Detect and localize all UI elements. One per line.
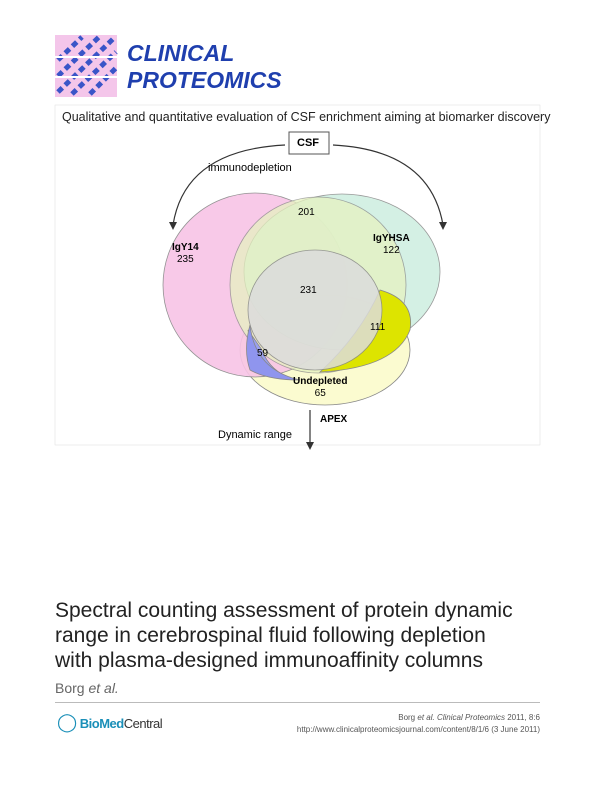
journal-line: CLINICAL [127,40,235,66]
apex-label: APEX [320,414,348,425]
title-line: Spectral counting assessment of protein … [55,599,513,622]
citation-author: Borg [398,713,416,722]
region-label: IgYHSA [373,233,410,244]
region-count: 231 [300,285,317,296]
venn-region: 111 [370,322,385,334]
rule [55,702,540,703]
venn-region: IgY14 235 [172,242,199,266]
region-count: 235 [177,254,194,265]
csf-box [288,131,330,155]
author: Borg [55,680,85,696]
region-count: 111 [370,322,386,333]
citation-journal: Clinical Proteomics [436,713,505,722]
region-count: 122 [382,245,400,256]
journal-logo [55,34,118,97]
citation-url: http://www.clinicalproteomicsjournal.com… [296,725,540,734]
article-title: Spectral counting assessment of protein … [55,598,513,673]
region-count: 59 [257,348,269,359]
venn-region: 201 [298,207,315,219]
author-suffix: et al. [88,680,119,696]
venn-region: IgYHSA 122 [373,233,410,257]
citation-volume: 2011, 8:6 [507,713,540,722]
authors: Borg et al. [55,680,119,696]
citation-etal: et al. [417,713,435,722]
venn-region: 231 [300,285,317,297]
venn-region: Undepleted 65 [293,376,347,400]
title-line: with plasma-designed immunoaffinity colu… [55,649,483,672]
journal-line: PROTEOMICS [127,67,282,93]
publisher-part: Central [123,716,163,731]
region-count: 201 [298,207,315,218]
figure-caption: Qualitative and quantitative evaluation … [62,110,551,124]
arrows [172,144,444,445]
venn [162,192,441,406]
arrow-label: immunodepletion [208,162,292,174]
citation: Borg et al. Clinical Proteomics 2011, 8:… [297,712,540,736]
region-count: 65 [314,388,326,399]
source-label: CSF [297,137,319,149]
journal-name: CLINICAL PROTEOMICS [127,40,282,94]
axis-label: Dynamic range [218,429,292,441]
venn-region: 59 [257,348,268,360]
region-label: Undepleted [293,376,348,387]
publisher-part: BioMed [79,716,124,731]
region-label: IgY14 [172,242,199,253]
title-line: range in cerebrospinal fluid following d… [55,624,486,647]
publisher-logo: ◯ BioMedCentral [57,712,163,732]
